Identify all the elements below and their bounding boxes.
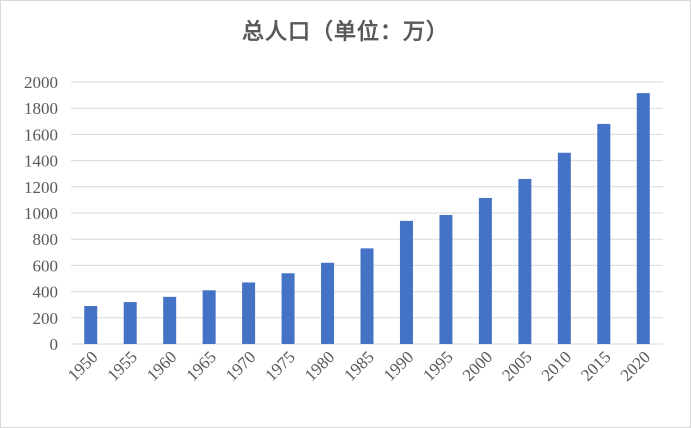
bar xyxy=(123,302,137,344)
bar xyxy=(636,93,650,344)
x-tick-label: 1960 xyxy=(143,347,180,384)
x-tick-label: 2010 xyxy=(538,347,575,384)
bar xyxy=(597,123,611,344)
y-tick-label: 600 xyxy=(33,256,59,275)
x-tick-label: 1965 xyxy=(182,347,219,384)
bar xyxy=(439,214,453,344)
x-tick-label: 2005 xyxy=(498,347,535,384)
bar xyxy=(281,273,295,344)
y-tick-label: 0 xyxy=(50,335,59,354)
bar xyxy=(84,306,98,344)
y-tick-label: 1400 xyxy=(24,152,58,171)
x-tick-label: 1975 xyxy=(261,347,298,384)
x-tick-label: 1995 xyxy=(419,347,456,384)
x-tick-label: 1985 xyxy=(340,347,377,384)
x-tick-label: 2000 xyxy=(459,347,496,384)
y-tick-label: 1200 xyxy=(24,178,58,197)
x-tick-label: 2015 xyxy=(577,347,614,384)
y-tick-label: 200 xyxy=(33,309,59,328)
x-tick-label: 2020 xyxy=(617,347,654,384)
y-tick-label: 400 xyxy=(33,283,59,302)
bar xyxy=(360,248,374,344)
x-tick-label: 1990 xyxy=(380,347,417,384)
bar xyxy=(202,290,216,344)
y-tick-label: 800 xyxy=(33,230,59,249)
x-tick-label: 1980 xyxy=(301,347,338,384)
y-tick-label: 1600 xyxy=(24,125,58,144)
chart-title: 总人口（单位：万） xyxy=(241,19,449,45)
bar xyxy=(518,178,532,344)
x-tick-label: 1955 xyxy=(104,347,141,384)
bar xyxy=(163,296,177,344)
y-tick-label: 1800 xyxy=(24,99,58,118)
x-tick-label: 1970 xyxy=(222,347,259,384)
y-tick-label: 1000 xyxy=(24,204,58,223)
bar xyxy=(242,282,256,344)
x-tick-label: 1950 xyxy=(64,347,101,384)
bar xyxy=(557,152,571,344)
bar xyxy=(399,220,413,344)
bar xyxy=(321,262,335,344)
y-tick-label: 2000 xyxy=(24,73,58,92)
bar xyxy=(478,197,492,344)
